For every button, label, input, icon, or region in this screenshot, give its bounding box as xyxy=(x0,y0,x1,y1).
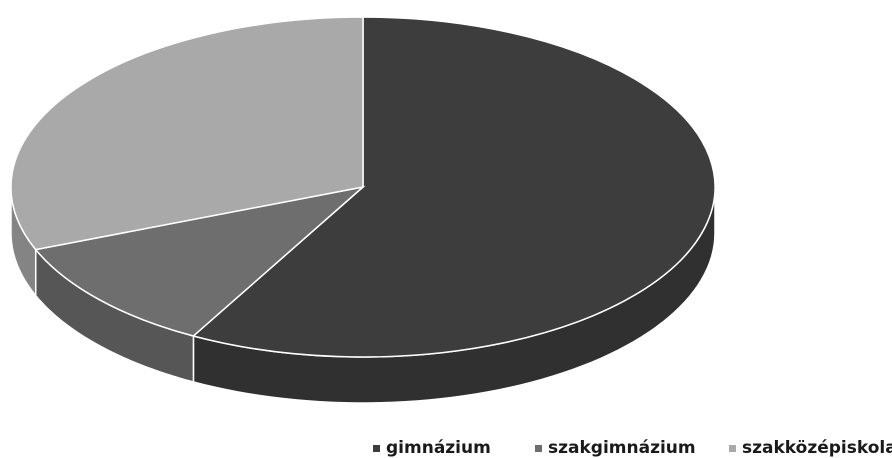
legend-label-2: szakközépiskola xyxy=(742,438,892,458)
pie-slice-2 xyxy=(10,16,364,251)
pie-slice-1 xyxy=(34,185,366,337)
legend-swatch-2 xyxy=(729,445,736,452)
legend-label-1: szakgimnázium xyxy=(548,438,696,458)
pie-slices xyxy=(10,16,716,404)
legend-label-0: gimnázium xyxy=(386,438,491,458)
pie-slice-0 xyxy=(191,16,716,358)
legend-swatch-1 xyxy=(535,445,542,452)
legend: gimnázium szakgimnázium szakközépiskola xyxy=(373,438,892,458)
legend-swatch-0 xyxy=(373,445,380,452)
